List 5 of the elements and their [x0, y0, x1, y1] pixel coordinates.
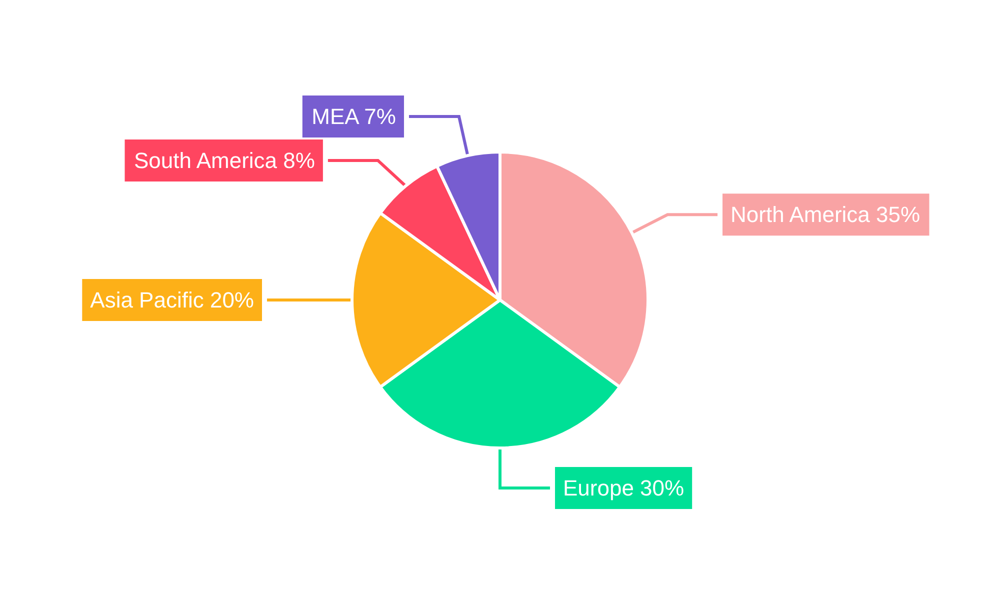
- slice-label: Asia Pacific 20%: [90, 288, 254, 312]
- slice-label: MEA 7%: [312, 104, 396, 130]
- slice-label: North America 35%: [730, 202, 920, 228]
- slice-label: Europe 30%: [563, 476, 684, 500]
- slice-label: South America 8%: [134, 148, 315, 174]
